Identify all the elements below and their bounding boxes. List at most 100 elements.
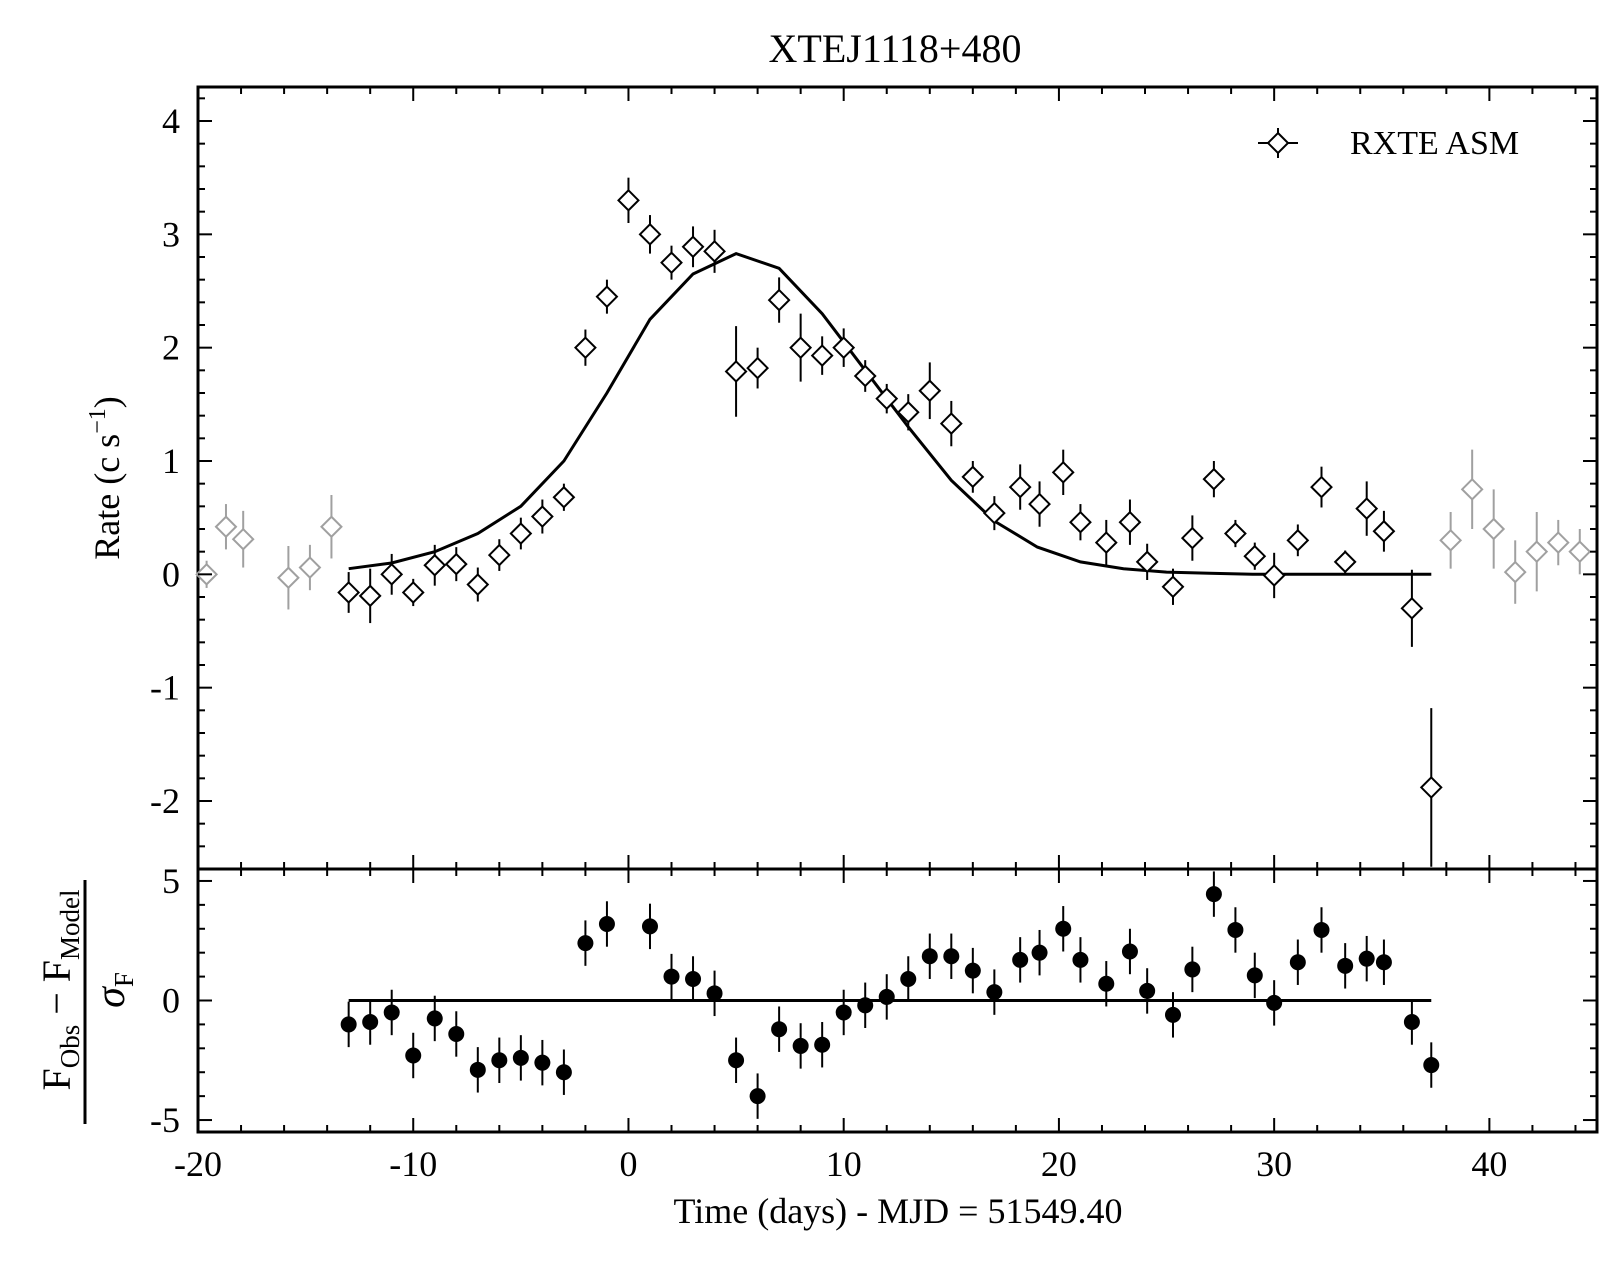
data-point: [1118, 510, 1142, 534]
num-sub-obs: Obs: [55, 1025, 85, 1069]
data-point: [1333, 550, 1357, 574]
data-point: [509, 522, 533, 545]
den-sigma: σ: [88, 985, 134, 1008]
data-point: [939, 412, 963, 436]
residual-point: [1184, 961, 1201, 978]
residual-point: [1139, 982, 1156, 999]
data-point: [1069, 510, 1092, 534]
residual-point: [685, 970, 702, 987]
residual-point: [641, 918, 658, 935]
x-tick-label: 20: [1041, 1144, 1077, 1184]
data-point: [1135, 550, 1159, 574]
residual-point: [1358, 950, 1375, 967]
light-curve-frame: [196, 85, 1599, 871]
data-point: [767, 288, 791, 312]
residual-point: [1423, 1057, 1440, 1074]
x-axis-label: Time (days) - MJD = 51549.40: [674, 1191, 1123, 1231]
x-tick-labels: -20 -10 0 10 20 30 40: [174, 1144, 1507, 1184]
residual-point: [577, 935, 594, 952]
data-point: [1180, 526, 1204, 550]
data-point: [1262, 564, 1286, 587]
residual-point: [1403, 1014, 1420, 1031]
y-tick-label: 1: [162, 441, 180, 481]
residual-point: [1337, 957, 1354, 974]
data-point: [660, 251, 683, 275]
data-point: [961, 465, 985, 489]
light-curve-ticks: [197, 87, 1597, 870]
data-point: [1008, 475, 1032, 499]
residual-point: [555, 1064, 572, 1081]
residual-point: [1313, 921, 1330, 938]
data-point: [1202, 467, 1226, 491]
data-point: [1094, 531, 1118, 555]
y-axis-label-text: Rate (c s: [87, 434, 127, 560]
data-point: [358, 584, 382, 608]
data-point: [1161, 575, 1185, 599]
data-point: [1243, 544, 1267, 568]
light-curve-y-tick-labels: -2 -1 0 1 2 3 4: [150, 101, 180, 821]
data-point: [832, 336, 856, 360]
residual-point: [469, 1061, 486, 1078]
residual-point: [728, 1052, 745, 1069]
residual-point: [921, 948, 938, 965]
y-tick-label: 4: [162, 101, 180, 141]
light-curve-panel: -2 -1 0 1 2 3 4 RXTE ASM Rate (c s−1): [85, 85, 1599, 871]
residual-point: [598, 915, 615, 932]
data-points-group: [337, 177, 1443, 867]
data-point: [918, 379, 942, 403]
data-point: [530, 505, 554, 528]
residual-point: [1012, 951, 1029, 968]
y-tick-label: -1: [150, 668, 180, 708]
excluded-point: [298, 556, 322, 579]
x-tick-label: 10: [826, 1144, 862, 1184]
y-tick-label: -2: [150, 781, 180, 821]
residual-point: [1246, 967, 1263, 984]
data-point: [982, 501, 1006, 525]
data-point: [380, 562, 404, 586]
num-f1: F: [34, 1068, 79, 1090]
residual-point: [878, 988, 895, 1005]
num-minus-f2: − F: [34, 960, 79, 1025]
y-tick-label: -5: [150, 1100, 180, 1140]
legend-label: RXTE ASM: [1350, 125, 1519, 162]
data-point: [423, 553, 447, 577]
excluded-point: [1568, 540, 1592, 564]
data-point: [1372, 519, 1396, 543]
data-point: [853, 364, 877, 388]
data-point: [617, 188, 640, 212]
residual-point: [1164, 1006, 1181, 1023]
residual-point: [405, 1047, 422, 1064]
data-point: [574, 336, 597, 360]
residual-points-group: [340, 871, 1440, 1119]
data-point: [1310, 475, 1333, 499]
residuals-y-tick-labels: -5 0 5: [150, 861, 180, 1140]
y-tick-label: 0: [162, 554, 180, 594]
excluded-point: [1546, 531, 1570, 555]
data-point: [552, 485, 576, 509]
residual-point: [512, 1049, 529, 1066]
data-point: [1419, 775, 1443, 799]
excluded-points-group: [195, 449, 1592, 610]
data-point: [1286, 528, 1310, 552]
residual-point: [1055, 920, 1072, 937]
x-tick-label: 40: [1471, 1144, 1507, 1184]
residual-point: [771, 1021, 788, 1038]
chart-title: XTEJ1118+480: [769, 26, 1022, 71]
residual-point: [1375, 954, 1392, 971]
data-point: [487, 543, 511, 567]
residuals-panel: -505 -20 -10 0 10 20 30 40 FObs − FModel σF Ti…: [34, 861, 1599, 1231]
residual-point: [792, 1037, 809, 1054]
y-tick-label: 2: [162, 328, 180, 368]
residual-point: [1121, 943, 1138, 960]
data-point: [724, 360, 748, 383]
y-axis-label-exponent: −1: [85, 408, 111, 434]
y-tick-label: 0: [162, 981, 180, 1021]
residual-point: [534, 1054, 551, 1071]
excluded-point: [1503, 560, 1527, 584]
residual-point: [663, 968, 680, 985]
residual-point: [1289, 954, 1306, 971]
x-tick-label: 0: [619, 1144, 637, 1184]
residual-point: [814, 1036, 831, 1053]
residual-point: [857, 997, 874, 1014]
excluded-point: [320, 515, 343, 539]
